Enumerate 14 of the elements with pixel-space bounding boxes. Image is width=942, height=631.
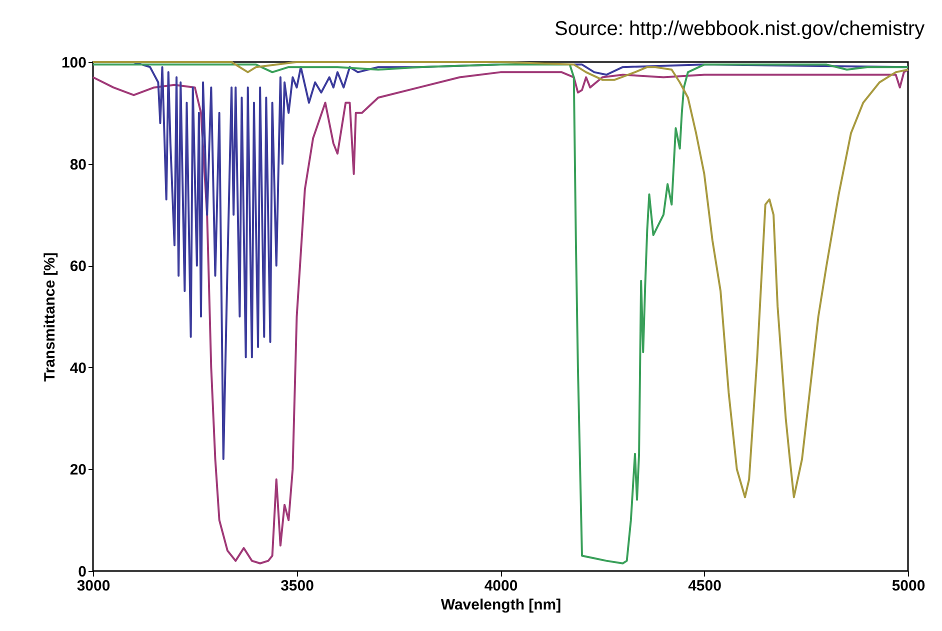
source-note: Source: http://webbook.nist.gov/chemistry bbox=[554, 18, 925, 40]
y-tick-label: 40 bbox=[70, 360, 86, 377]
x-tick-label: 3000 bbox=[76, 578, 110, 594]
x-tick-label: 4500 bbox=[688, 578, 722, 594]
x-tick-label: 5000 bbox=[892, 578, 926, 594]
y-tick-label: 100 bbox=[61, 54, 86, 72]
y-tick-label: 80 bbox=[70, 156, 86, 174]
y-tick-label: 20 bbox=[70, 462, 86, 479]
y-tick-label: 0 bbox=[78, 564, 86, 580]
y-tick-label: 60 bbox=[70, 258, 86, 276]
y-axis-title: Transmittance [%] bbox=[41, 252, 58, 382]
x-axis-title: Wavelength [nm] bbox=[440, 596, 562, 614]
x-tick-label: 3500 bbox=[280, 578, 314, 594]
x-tick-label: 4000 bbox=[484, 578, 518, 594]
